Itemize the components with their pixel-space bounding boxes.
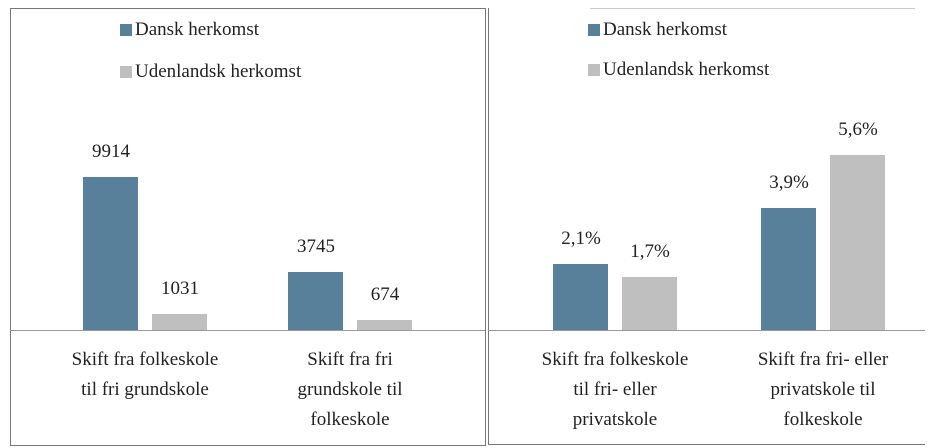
bar (553, 264, 608, 330)
right-panel-border (488, 8, 925, 445)
bar (288, 272, 343, 330)
value-label: 674 (370, 283, 400, 305)
right-panel-top-line (590, 8, 915, 9)
baseline (488, 330, 925, 331)
bar (152, 314, 207, 330)
legend-label: Udenlandsk herkomst (603, 59, 770, 80)
bar (830, 155, 885, 330)
category-label: Skift fra folkeskole til fri- eller priv… (541, 349, 689, 430)
category-label: Skift fra fri- eller privatskole til fol… (757, 349, 889, 430)
legend-label: Dansk herkomst (603, 19, 728, 40)
legend-swatch (588, 64, 600, 76)
category-label: Skift fra fri grundskole til folkeskole (297, 349, 403, 430)
value-label: 1031 (161, 278, 199, 300)
category-label: Skift fra folkeskole til fri grundskole (71, 349, 219, 400)
value-label: 1,7% (630, 240, 670, 262)
legend-label: Dansk herkomst (135, 19, 260, 40)
legend-label: Udenlandsk herkomst (135, 61, 302, 82)
value-label: 3,9% (769, 172, 809, 194)
value-label: 3745 (297, 236, 335, 258)
bar (83, 177, 138, 330)
baseline (10, 330, 485, 331)
bar (357, 319, 412, 330)
value-label: 9914 (92, 141, 130, 162)
legend-swatch (588, 24, 600, 36)
value-label: 5,6% (838, 119, 878, 140)
value-label: 2,1% (561, 228, 601, 250)
bar (761, 208, 816, 330)
left-panel-border (10, 8, 486, 446)
legend-swatch (120, 24, 132, 36)
legend-swatch (120, 66, 132, 78)
bar (622, 276, 677, 330)
